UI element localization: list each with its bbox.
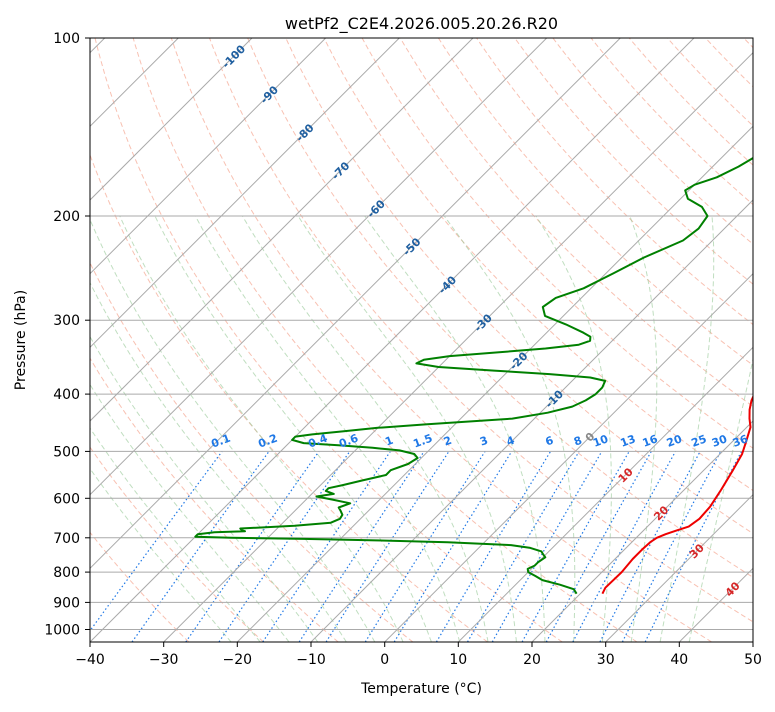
mixing-ratio-label: 0.6 — [337, 432, 360, 451]
mixing-ratio-label: 2 — [442, 434, 454, 449]
mixing-ratio-label: 16 — [641, 432, 660, 450]
y-tick-label: 400 — [53, 387, 80, 403]
y-tick-label: 1000 — [44, 623, 80, 639]
moist-adiabat-line — [660, 216, 714, 642]
x-tick-label: 10 — [449, 652, 467, 668]
moist-adiabat-line — [689, 216, 775, 642]
mixing-ratio-label: 1 — [383, 434, 395, 449]
moist-adiabat-line — [444, 216, 575, 642]
mixing-ratio-label: 13 — [619, 432, 638, 449]
temperature-line — [602, 38, 775, 594]
dry-adiabat-line — [477, 38, 775, 642]
dry-adiabat-line — [19, 38, 413, 642]
isotherm-line — [16, 38, 620, 642]
mixing-ratio-label: 20 — [665, 432, 684, 450]
x-tick-label: 30 — [597, 652, 615, 668]
dry-adiabat-line — [553, 38, 775, 642]
y-axis-label: Pressure (hPa) — [13, 290, 29, 390]
isotherm-line — [385, 38, 775, 642]
chart-title: wetPf2_C2E4.2026.005.20.26.R20 — [285, 14, 558, 34]
y-tick-label: 200 — [53, 209, 80, 225]
dry-adiabat-line — [0, 38, 264, 642]
isotherm-line — [0, 38, 547, 642]
mixing-ratio-line — [600, 451, 700, 642]
moist-adiabat-line — [298, 216, 516, 642]
isotherm-label: 40 — [723, 579, 743, 599]
mixing-ratio-label: 0.2 — [256, 432, 279, 451]
isotherm-line — [532, 38, 775, 642]
x-tick-label: −20 — [223, 652, 253, 668]
x-axis-label: Temperature (°C) — [360, 681, 482, 697]
dry-adiabat-line — [667, 38, 775, 642]
dry-adiabat-line — [171, 38, 711, 642]
moist-adiabat-line — [0, 216, 260, 642]
isotherm-label: -80 — [293, 121, 316, 144]
mixing-ratio-label: 3 — [478, 434, 490, 449]
dry-adiabat-line — [591, 38, 775, 642]
isotherm-label: 10 — [616, 465, 636, 485]
dry-adiabat-line — [744, 38, 775, 642]
dry-adiabat-line — [362, 38, 775, 642]
mixing-ratio-label: 25 — [690, 432, 709, 449]
y-tick-label: 900 — [53, 595, 80, 611]
mixing-ratio-line — [622, 451, 720, 642]
mixing-ratio-line — [326, 451, 449, 642]
dry-adiabat-line — [706, 38, 775, 642]
dry-adiabat-line — [133, 38, 637, 642]
grid-layer — [0, 38, 775, 642]
isotherm-label: -70 — [329, 159, 352, 182]
mixing-ratio-label: 6 — [544, 434, 556, 449]
x-tick-label: −10 — [296, 652, 326, 668]
isotherm-line — [0, 38, 326, 642]
moist-adiabat-line — [195, 216, 459, 642]
mixing-ratio-line — [436, 451, 550, 642]
moist-adiabat-line — [630, 216, 657, 642]
isotherm-label: -100 — [220, 42, 249, 71]
isotherm-line — [753, 38, 775, 642]
x-tick-label: 20 — [523, 652, 541, 668]
isotherm-line — [0, 38, 252, 642]
x-tick-label: −30 — [149, 652, 179, 668]
dry-adiabat-line — [0, 38, 338, 642]
y-tick-label: 600 — [53, 491, 80, 507]
x-tick-label: 40 — [670, 652, 688, 668]
mixing-ratio-label: 8 — [572, 434, 584, 449]
y-tick-label: 700 — [53, 531, 80, 547]
mixing-ratio-label: 0.1 — [210, 432, 233, 451]
dry-adiabat-line — [438, 38, 775, 642]
isotherm-line — [458, 38, 775, 642]
mixing-ratio-line — [263, 451, 391, 642]
moist-adiabat-line — [0, 216, 231, 642]
isotherm-line — [90, 38, 694, 642]
y-tick-label: 800 — [53, 565, 80, 581]
y-tick-label: 500 — [53, 444, 80, 460]
isotherm-line — [0, 38, 399, 642]
mixing-ratio-line — [82, 451, 222, 642]
x-tick-label: 0 — [380, 652, 389, 668]
y-tick-label: 300 — [53, 313, 80, 329]
y-tick-label: 100 — [53, 31, 80, 47]
x-tick-label: −40 — [75, 652, 105, 668]
moist-adiabat-line — [155, 216, 431, 642]
x-tick-label: 50 — [744, 652, 762, 668]
mixing-ratio-line — [219, 451, 350, 642]
